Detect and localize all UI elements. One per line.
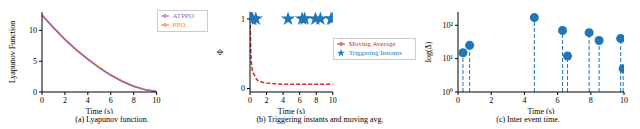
svg-text:2: 2 <box>265 96 269 105</box>
svg-text:10²: 10² <box>443 21 454 30</box>
html-text:(b) Triggering instants and mo: (b) Triggering instants and moving avg. <box>256 115 384 124</box>
svg-text:Time (s): Time (s) <box>278 107 305 114</box>
svg-text:0: 0 <box>456 96 460 105</box>
svg-text:6: 6 <box>298 96 302 105</box>
svg-text:8: 8 <box>589 96 593 105</box>
svg-text:10¹: 10¹ <box>443 54 454 63</box>
svg-text:2: 2 <box>63 96 67 105</box>
svg-text:4: 4 <box>281 96 285 105</box>
svg-text:4: 4 <box>522 96 526 105</box>
svg-text:0: 0 <box>40 96 44 105</box>
html-text:ATPPO: ATPPO <box>172 12 194 20</box>
svg-text:Time (s): Time (s) <box>527 107 554 114</box>
svg-text:0: 0 <box>241 84 245 93</box>
svg-text:10⁰: 10⁰ <box>442 88 453 97</box>
svg-text:8: 8 <box>314 96 318 105</box>
svg-text:1: 1 <box>241 15 245 24</box>
svg-text:0: 0 <box>33 88 37 97</box>
html-text:(c) Inter event time.: (c) Inter event time. <box>496 115 560 124</box>
svg-text:Lyapunov Function: Lyapunov Function <box>8 21 17 83</box>
svg-text:log(Δ): log(Δ) <box>424 41 433 62</box>
svg-text:6: 6 <box>556 96 560 105</box>
svg-text:10: 10 <box>329 96 337 105</box>
html-text:Triggering Instants: Triggering Instants <box>348 49 402 57</box>
svg-text:Φ: Φ <box>216 49 225 55</box>
html-text:(a) Lyapunov function.: (a) Lyapunov function. <box>75 115 149 124</box>
svg-text:2: 2 <box>489 96 493 105</box>
html-text:Moving Average: Moving Average <box>348 40 396 48</box>
svg-text:10: 10 <box>29 26 37 35</box>
svg-text:6: 6 <box>109 96 113 105</box>
svg-text:4: 4 <box>86 96 90 105</box>
svg-text:5: 5 <box>33 57 37 66</box>
svg-text:10: 10 <box>620 96 628 105</box>
svg-text:Time (s): Time (s) <box>86 107 113 114</box>
svg-text:10: 10 <box>153 96 161 105</box>
svg-text:0: 0 <box>248 96 252 105</box>
svg-text:8: 8 <box>132 96 136 105</box>
html-text:PPO: PPO <box>172 21 186 29</box>
